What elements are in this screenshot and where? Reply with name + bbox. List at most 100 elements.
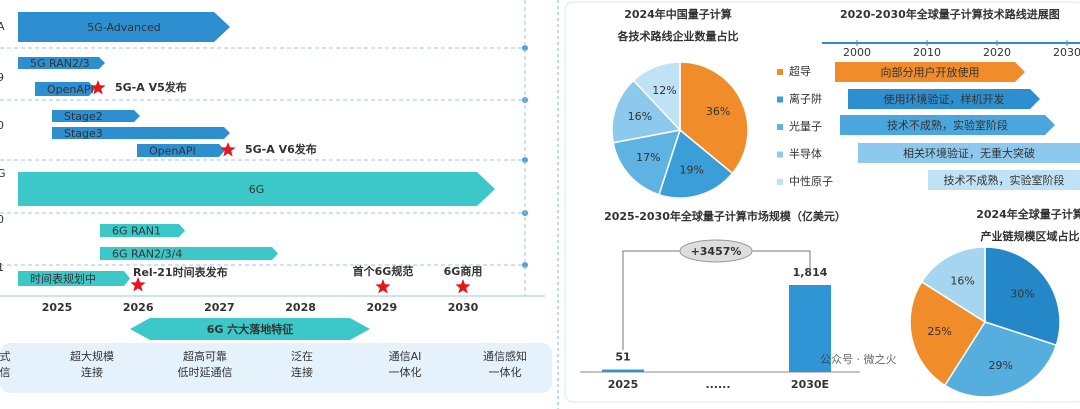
slice-label: 29% xyxy=(989,359,1013,372)
pie-slice xyxy=(679,61,749,175)
chart-title: 2025-2030年全球量子计算市场规模（亿美元） xyxy=(604,209,846,223)
year-label: 2026 xyxy=(123,301,154,314)
slice-label: 19% xyxy=(680,163,704,176)
roadmap-bar xyxy=(18,57,105,69)
bar-label: 5G-Advanced xyxy=(87,21,161,34)
timeline-arrow xyxy=(840,115,1055,135)
features-bg xyxy=(0,343,552,393)
timeline-arrow xyxy=(858,143,1080,163)
pie-slice xyxy=(984,246,1061,347)
row-label: G xyxy=(0,167,6,180)
chart-subtitle: 各技术路线企业数量占比 xyxy=(617,29,739,43)
roadmap-bar xyxy=(52,127,230,139)
timeline-arrow xyxy=(848,89,1040,109)
chart-subtitle: 产业链规模区域占比 xyxy=(981,229,1080,243)
growth-bracket xyxy=(622,250,811,350)
pie-slice xyxy=(632,61,681,132)
timeline-year: 2020 xyxy=(983,46,1011,59)
bar xyxy=(789,285,831,372)
roadmap-bar xyxy=(35,82,95,96)
bar-label: Stage3 xyxy=(64,127,103,140)
legend-label: 离子阱 xyxy=(789,92,822,106)
milestone-label: 5G-A V5发布 xyxy=(115,80,187,94)
feature-label: 通信AI xyxy=(389,350,422,363)
year-label: 2025 xyxy=(42,301,73,314)
pie-slice xyxy=(943,321,1058,398)
row-label: A xyxy=(0,20,5,33)
slice-label: 36% xyxy=(706,105,730,118)
feature-label: 连接 xyxy=(291,366,313,379)
star xyxy=(220,142,236,157)
watermark: 公众号 · 微之火 xyxy=(820,352,897,366)
row-dot xyxy=(522,262,528,268)
roadmap-bar xyxy=(137,144,225,157)
bar xyxy=(602,369,644,372)
star xyxy=(90,80,106,95)
bar-label: Stage2 xyxy=(64,110,103,123)
year-label: 2030 xyxy=(448,301,479,314)
bar-label: 5G RAN2/3 xyxy=(30,57,90,70)
legend-swatch xyxy=(777,96,783,103)
bar-label: OpenAPI xyxy=(149,145,196,158)
row-dot xyxy=(522,45,528,51)
slice-label: 12% xyxy=(652,84,676,97)
timeline-arrow-label: 技术不成熟，实验室阶段 xyxy=(887,118,1008,132)
bar-label: OpenAPI xyxy=(47,83,94,96)
pie-slice xyxy=(658,128,734,199)
roadmap-bar xyxy=(100,247,278,260)
pie-slice xyxy=(612,129,682,196)
legend-label: 光量子 xyxy=(789,119,822,133)
pie-slice xyxy=(920,246,986,324)
feature-label: 超大规模 xyxy=(70,349,114,363)
bar-label: 6G xyxy=(249,183,265,196)
slice-label: 17% xyxy=(636,151,660,164)
timeline-arrow-label: 技术不成熟，实验室阶段 xyxy=(944,173,1065,187)
slice-label: 16% xyxy=(628,110,652,123)
bar-label: 时间表规划中 xyxy=(30,272,96,286)
milestone-label: Rel-21时间表发布 xyxy=(133,265,228,279)
chart-title: 2024年中国量子计算 xyxy=(624,7,732,21)
star xyxy=(130,277,146,292)
slice-label: 25% xyxy=(927,325,951,338)
legend-label: 中性原子 xyxy=(789,174,833,188)
roadmap-bar xyxy=(52,110,140,122)
x-tick-label: 2025 xyxy=(608,378,639,391)
milestone-label: 5G-A V6发布 xyxy=(245,142,317,156)
banner xyxy=(130,318,370,340)
banner-text: 6G 六大落地特征 xyxy=(207,322,294,336)
year-label: 2028 xyxy=(285,301,316,314)
timeline-year: 2030 xyxy=(1053,46,1080,59)
legend-swatch xyxy=(777,179,783,185)
row-dot xyxy=(522,157,528,163)
feature-label: 一体化 xyxy=(389,365,422,379)
value-label: 51 xyxy=(615,351,630,364)
legend-swatch xyxy=(777,151,783,158)
roadmap-bar xyxy=(18,172,495,206)
panel xyxy=(564,1,1080,403)
feature-label: 连接 xyxy=(81,366,103,379)
bar-label: 6G RAN2/3/4 xyxy=(112,248,182,261)
row-label: 0 xyxy=(0,119,4,132)
feature-label: 泛在 xyxy=(291,350,313,363)
star xyxy=(455,279,471,294)
milestone-label: 6G商用 xyxy=(444,264,483,278)
row-label: 0 xyxy=(0,213,4,226)
feature-label: 低时延通信 xyxy=(178,366,233,379)
timeline-arrow-label: 相关环境验证，无重大突破 xyxy=(903,146,1035,160)
annotation: +3457% xyxy=(691,245,742,258)
legend-swatch xyxy=(777,69,783,75)
chart-title: 2024年全球量子计算 xyxy=(976,207,1080,221)
slice-label: 16% xyxy=(950,274,974,287)
x-tick-label: 2030E xyxy=(791,378,829,391)
pie-slice xyxy=(611,79,682,144)
roadmap-bar xyxy=(100,224,185,237)
roadmap-bar xyxy=(18,12,230,42)
slice-label: 30% xyxy=(1010,288,1034,301)
feature-label: 信 xyxy=(0,366,11,379)
legend-label: 半导体 xyxy=(789,147,822,161)
legend-swatch xyxy=(777,124,783,130)
value-label: 1,814 xyxy=(793,266,828,279)
timeline-title: 2020-2030年全球量子计算技术路线进展图 xyxy=(840,7,1060,21)
